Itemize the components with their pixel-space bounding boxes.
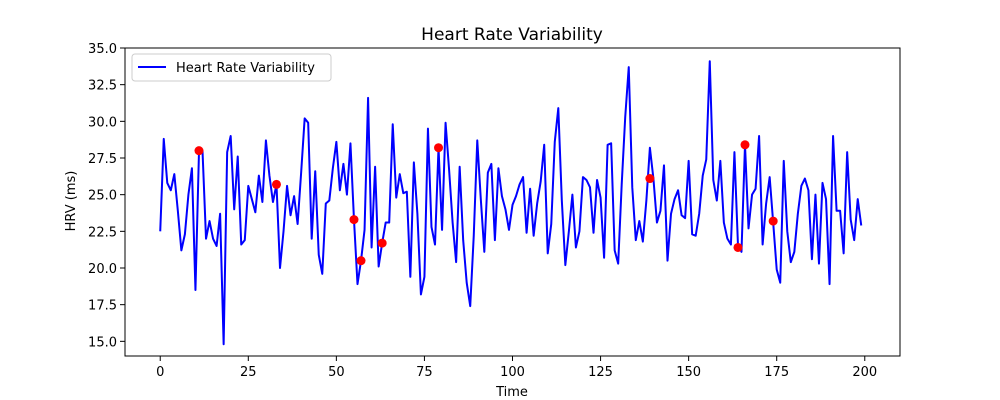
x-tick-label: 25	[240, 365, 257, 380]
y-tick-label: 30.0	[88, 115, 117, 130]
y-tick-label: 35.0	[88, 42, 117, 57]
y-axis: 15.0 17.5 20.0 22.5 25.0 27.5 30.0 32.5 35.0	[88, 42, 125, 350]
highlight-point	[349, 215, 359, 225]
y-axis-label: HRV (ms)	[64, 171, 79, 232]
legend-label: Heart Rate Variability	[176, 61, 315, 76]
highlight-point	[434, 143, 444, 153]
plot-area	[124, 47, 901, 357]
x-axis: 0 25 50 75 100 125 150 175 200	[156, 356, 877, 380]
y-tick-label: 25.0	[88, 189, 117, 204]
highlight-point	[271, 179, 281, 189]
plot-frame	[124, 47, 901, 357]
highlight-layer	[194, 140, 778, 266]
y-tick-label: 27.5	[88, 152, 117, 167]
legend: Heart Rate Variability	[131, 53, 332, 82]
highlight-point	[194, 146, 204, 156]
chart-title: Heart Rate Variability	[421, 25, 603, 45]
x-tick-label: 200	[852, 365, 877, 380]
highlight-point	[356, 256, 366, 266]
highlight-point	[645, 174, 655, 184]
y-tick-label: 17.5	[88, 299, 117, 314]
x-tick-label: 100	[500, 365, 525, 380]
x-tick-label: 150	[676, 365, 701, 380]
highlight-point	[377, 238, 387, 248]
highlight-point	[740, 140, 750, 150]
y-tick-label: 32.5	[88, 79, 117, 94]
x-tick-label: 0	[156, 365, 164, 380]
x-axis-label: Time	[495, 385, 528, 400]
highlight-point	[733, 242, 743, 252]
y-tick-label: 22.5	[88, 225, 117, 240]
series-line	[159, 60, 863, 346]
series-layer	[159, 60, 863, 346]
x-tick-label: 50	[328, 365, 345, 380]
x-tick-label: 75	[416, 365, 433, 380]
y-tick-label: 20.0	[88, 262, 117, 277]
y-tick-label: 15.0	[88, 335, 117, 350]
legend-box	[131, 53, 332, 82]
x-tick-label: 125	[588, 365, 613, 380]
highlight-point	[768, 216, 778, 226]
x-tick-label: 175	[764, 365, 789, 380]
